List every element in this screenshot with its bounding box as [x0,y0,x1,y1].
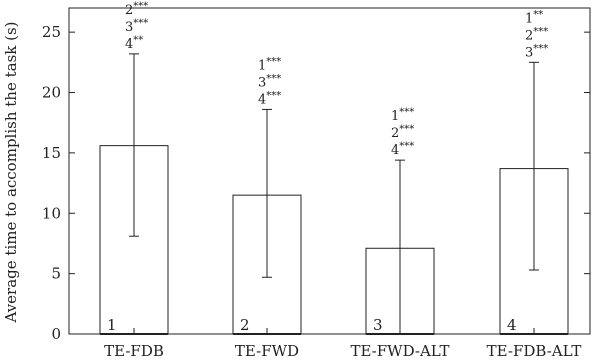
y-tick-label: 0 [51,325,61,343]
significance-label: 2*** [525,26,548,43]
significance-label: 1*** [391,107,414,124]
x-tick-label: TE-FWD-ALT [350,342,449,360]
significance-label: 3*** [258,73,281,90]
bar-number-label: 1 [107,316,117,334]
y-tick-label: 5 [51,265,61,283]
x-tick-label: TE-FWD [235,342,299,360]
y-tick-label: 10 [42,204,61,222]
significance-label: 1** [525,9,543,26]
bar-number-label: 3 [373,316,383,334]
significance-label: 2*** [125,1,148,18]
significance-label: 4** [125,35,143,52]
significance-label: 4*** [391,141,414,158]
y-tick-label: 15 [42,144,61,162]
x-tick-label: TE-FDB [104,342,164,360]
significance-label: 3*** [125,18,148,35]
y-tick-label: 25 [42,23,61,41]
plot-area: 05101520251TE-FDB2***3***4**2TE-FWD1***3… [42,1,591,360]
significance-label: 4*** [258,90,281,107]
y-tick-label: 20 [42,84,61,102]
x-tick-label: TE-FDB-ALT [487,342,582,360]
bar-number-label: 4 [507,316,517,334]
significance-label: 3*** [525,43,548,60]
significance-label: 2*** [391,124,414,141]
bar-number-label: 2 [240,316,250,334]
y-axis-label: Average time to accomplish the task (s) [2,21,20,323]
significance-label: 1*** [258,56,281,73]
plot-frame [68,7,591,335]
